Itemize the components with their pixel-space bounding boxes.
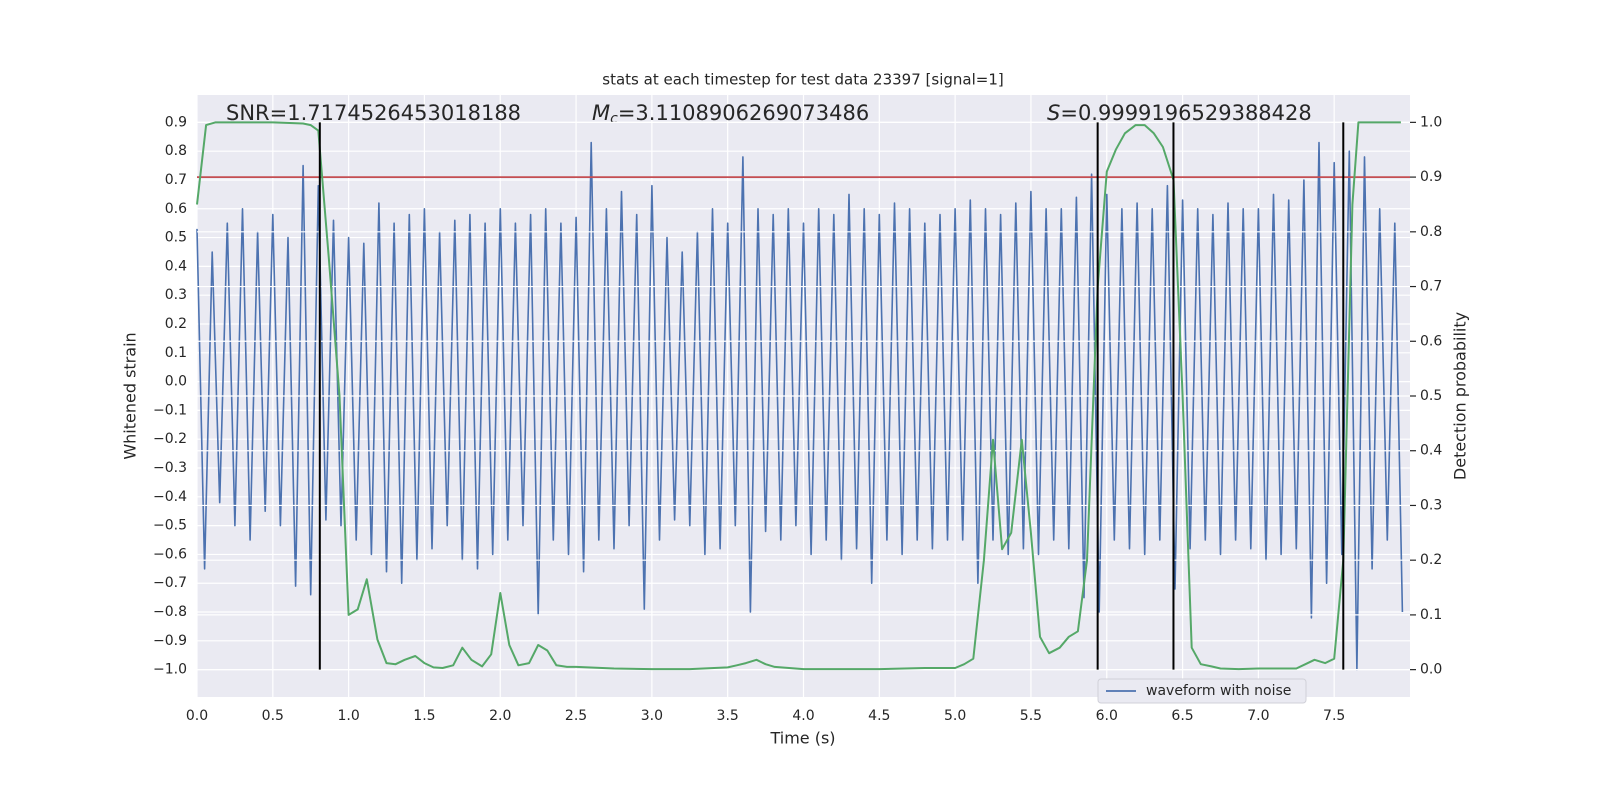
y-tick-label: −0.9 — [153, 633, 187, 649]
y2-axis-label: Detection probability — [1451, 312, 1470, 480]
probability-line — [196, 121, 1401, 671]
legend-label: waveform with noise — [1146, 683, 1291, 699]
y-tick-label: −0.6 — [153, 546, 187, 562]
y-tick-label: 0.2 — [165, 316, 187, 332]
y-tick-label: 0.1 — [165, 345, 187, 361]
x-tick-label: 4.0 — [792, 708, 814, 724]
y-axis-label: Whitened strain — [121, 332, 140, 459]
y-tick-label: −0.2 — [153, 431, 187, 447]
y-tick-label: −0.3 — [153, 460, 187, 476]
y-tick-label: −0.1 — [153, 402, 187, 418]
x-tick-label: 7.0 — [1247, 708, 1269, 724]
waveform-line — [196, 141, 1404, 671]
y-tick-label: −0.7 — [153, 575, 187, 591]
y-tick-label: 0.5 — [165, 230, 187, 246]
y2-tick-label: 1.0 — [1420, 114, 1442, 130]
x-tick-label: 0.5 — [262, 708, 284, 724]
y-tick-label: −0.8 — [153, 604, 187, 620]
x-tick-label: 7.5 — [1323, 708, 1345, 724]
snr-annotation: SNR=1.7174526453018188 — [226, 101, 521, 125]
mc-value: =3.1108906269073486 — [618, 101, 869, 125]
y-tick-label: 0.9 — [165, 114, 187, 130]
x-tick-label: 3.5 — [717, 708, 739, 724]
y-tick-label: 0.3 — [165, 287, 187, 303]
y2-tick-label: 0.0 — [1420, 662, 1442, 678]
y-tick-label: 0.0 — [165, 374, 187, 390]
x-tick-label: 5.0 — [944, 708, 966, 724]
mc-annotation: Mc=3.1108906269073486 — [592, 101, 869, 127]
y2-tick-label: 0.2 — [1420, 552, 1442, 568]
s-symbol: S — [1047, 101, 1060, 125]
y-tick-label: −0.4 — [153, 489, 187, 505]
x-tick-label: 6.5 — [1171, 708, 1193, 724]
y2-tick-label: 0.4 — [1420, 443, 1442, 459]
x-tick-label: 1.0 — [337, 708, 359, 724]
x-axis-label: Time (s) — [769, 729, 835, 748]
x-tick-label: 5.5 — [1020, 708, 1042, 724]
y-tick-label: 0.4 — [165, 258, 187, 274]
y2-tick-label: 0.6 — [1420, 333, 1442, 349]
y2-tick-label: 0.7 — [1420, 279, 1442, 295]
y-tick-label: −1.0 — [153, 662, 187, 678]
chart-title: stats at each timestep for test data 233… — [602, 71, 1003, 89]
y2-tick-label: 0.3 — [1420, 497, 1442, 513]
x-tick-label: 1.5 — [413, 708, 435, 724]
y2-tick-label: 0.8 — [1420, 224, 1442, 240]
mc-subscript: c — [610, 111, 618, 127]
x-tick-label: 4.5 — [868, 708, 890, 724]
x-tick-label: 2.0 — [489, 708, 511, 724]
y-tick-label: −0.5 — [153, 518, 187, 534]
mc-symbol: M — [592, 101, 610, 125]
y-tick-label: 0.8 — [165, 143, 187, 159]
s-annotation: S=0.9999196529388428 — [1047, 101, 1312, 125]
x-tick-label: 3.0 — [641, 708, 663, 724]
legend-box — [1097, 678, 1307, 704]
y2-tick-label: 0.5 — [1420, 388, 1442, 404]
x-tick-label: 2.5 — [565, 708, 587, 724]
x-tick-label: 0.0 — [186, 708, 208, 724]
y2-tick-label: 0.1 — [1420, 607, 1442, 623]
y2-tick-label: 0.9 — [1420, 169, 1442, 185]
y-tick-label: 0.7 — [165, 172, 187, 188]
y-tick-label: 0.6 — [165, 201, 187, 217]
s-value: =0.9999196529388428 — [1060, 101, 1311, 125]
x-tick-label: 6.0 — [1096, 708, 1118, 724]
